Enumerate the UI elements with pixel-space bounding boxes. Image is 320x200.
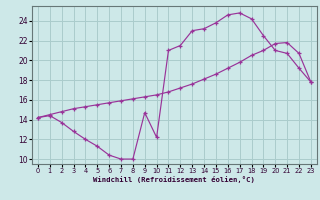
X-axis label: Windchill (Refroidissement éolien,°C): Windchill (Refroidissement éolien,°C) xyxy=(93,176,255,183)
